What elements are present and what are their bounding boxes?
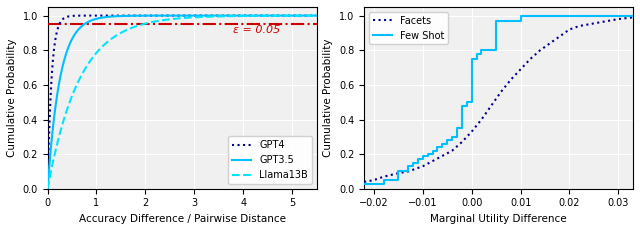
Y-axis label: Cumulative Probability: Cumulative Probability	[7, 39, 17, 157]
Legend: Facets, Few Shot: Facets, Few Shot	[369, 12, 449, 44]
Text: ε = 0.05: ε = 0.05	[234, 25, 281, 35]
Legend: GPT4, GPT3.5, Llama13B: GPT4, GPT3.5, Llama13B	[228, 137, 312, 184]
X-axis label: Marginal Utility Difference: Marginal Utility Difference	[430, 214, 567, 224]
Y-axis label: Cumulative Probability: Cumulative Probability	[323, 39, 333, 157]
X-axis label: Accuracy Difference / Pairwise Distance: Accuracy Difference / Pairwise Distance	[79, 214, 285, 224]
